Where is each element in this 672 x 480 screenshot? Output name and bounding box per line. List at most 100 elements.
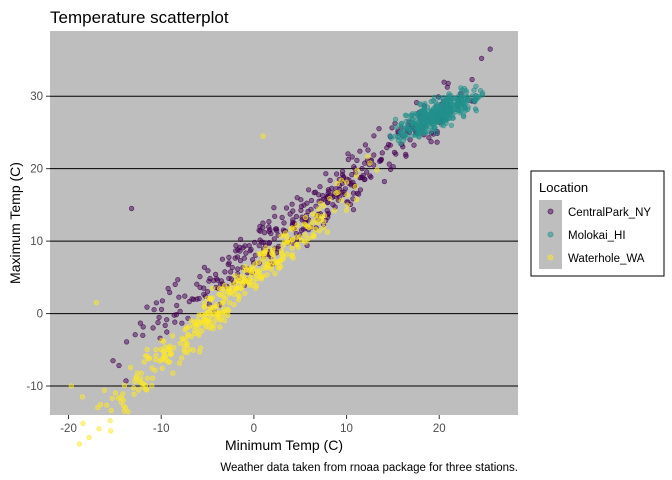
data-point: [256, 251, 262, 257]
data-point: [479, 55, 485, 62]
data-point: [270, 246, 276, 252]
data-point: [168, 350, 174, 356]
data-point: [386, 161, 392, 167]
data-point: [338, 177, 345, 183]
data-point: [256, 259, 262, 265]
data-point: [354, 167, 360, 173]
data-point: [159, 365, 165, 371]
data-point: [179, 320, 185, 326]
data-point: [216, 291, 222, 297]
data-point: [360, 172, 366, 178]
data-point: [344, 179, 350, 185]
data-point: [282, 233, 288, 239]
data-point: [344, 202, 351, 208]
data-point: [287, 240, 293, 246]
data-point: [290, 219, 296, 225]
data-point: [393, 124, 399, 130]
data-point: [378, 156, 385, 162]
data-point: [158, 346, 164, 353]
data-point: [123, 378, 129, 384]
data-point: [272, 271, 278, 277]
data-point: [365, 154, 371, 160]
data-point: [201, 304, 207, 310]
data-point: [444, 84, 450, 90]
data-point: [179, 335, 185, 341]
data-point: [278, 248, 285, 254]
data-point: [293, 213, 300, 220]
data-point: [431, 94, 437, 100]
y-tick-label: 20: [30, 164, 43, 176]
data-point: [249, 264, 255, 270]
data-point: [418, 108, 424, 115]
data-point: [135, 387, 142, 393]
data-point: [409, 111, 416, 117]
data-point: [210, 326, 216, 332]
data-point: [319, 214, 325, 220]
data-point: [417, 101, 423, 107]
data-point: [398, 121, 404, 127]
data-point: [271, 236, 277, 242]
data-point: [257, 228, 263, 234]
data-point: [349, 154, 355, 160]
data-point: [229, 264, 235, 271]
data-point: [271, 205, 277, 211]
data-point: [228, 269, 234, 275]
data-point: [434, 130, 440, 136]
data-point: [225, 261, 231, 268]
data-point: [131, 385, 137, 391]
legend-item: Molokai_HI: [539, 223, 626, 246]
data-point: [410, 116, 416, 122]
data-point: [432, 110, 438, 116]
data-point: [233, 286, 239, 292]
data-point: [283, 205, 290, 211]
data-point: [348, 182, 354, 188]
data-point: [164, 317, 170, 323]
data-point: [170, 333, 176, 339]
data-point: [156, 314, 162, 321]
data-point: [194, 281, 200, 287]
data-point: [371, 152, 377, 158]
data-point: [128, 364, 134, 371]
data-point: [357, 187, 364, 193]
data-point: [289, 201, 295, 207]
data-point: [279, 214, 285, 221]
data-point: [76, 441, 82, 447]
data-point: [141, 359, 147, 365]
data-point: [310, 211, 316, 217]
data-point: [176, 294, 182, 300]
data-point: [321, 203, 327, 209]
x-tick-label: 0: [251, 423, 257, 435]
data-point: [357, 148, 363, 154]
data-point: [161, 338, 167, 344]
data-point: [242, 290, 248, 296]
data-point: [182, 293, 188, 299]
data-point: [149, 383, 155, 389]
data-point: [153, 352, 159, 359]
data-point: [138, 370, 144, 376]
data-point: [461, 113, 467, 120]
data-point: [402, 133, 408, 139]
data-point: [159, 298, 165, 304]
data-point: [342, 186, 348, 192]
data-point: [409, 133, 415, 139]
data-point: [192, 327, 198, 334]
data-point: [415, 116, 421, 122]
data-point: [451, 101, 457, 108]
data-point: [166, 345, 172, 351]
data-point: [143, 353, 149, 359]
data-point: [80, 420, 86, 427]
data-point: [289, 245, 295, 251]
data-point: [212, 317, 218, 323]
data-point: [345, 156, 351, 163]
data-point: [284, 251, 290, 257]
data-point: [351, 164, 357, 170]
series-Molokai_HI: [387, 83, 486, 147]
data-point: [118, 399, 124, 405]
data-point: [150, 375, 156, 381]
data-point: [480, 90, 486, 96]
data-point: [216, 285, 223, 292]
data-point: [327, 195, 333, 202]
data-point: [174, 302, 180, 309]
data-point: [144, 387, 150, 393]
legend: Location CentralPark_NY Molokai_HI Waterho…: [530, 170, 665, 277]
